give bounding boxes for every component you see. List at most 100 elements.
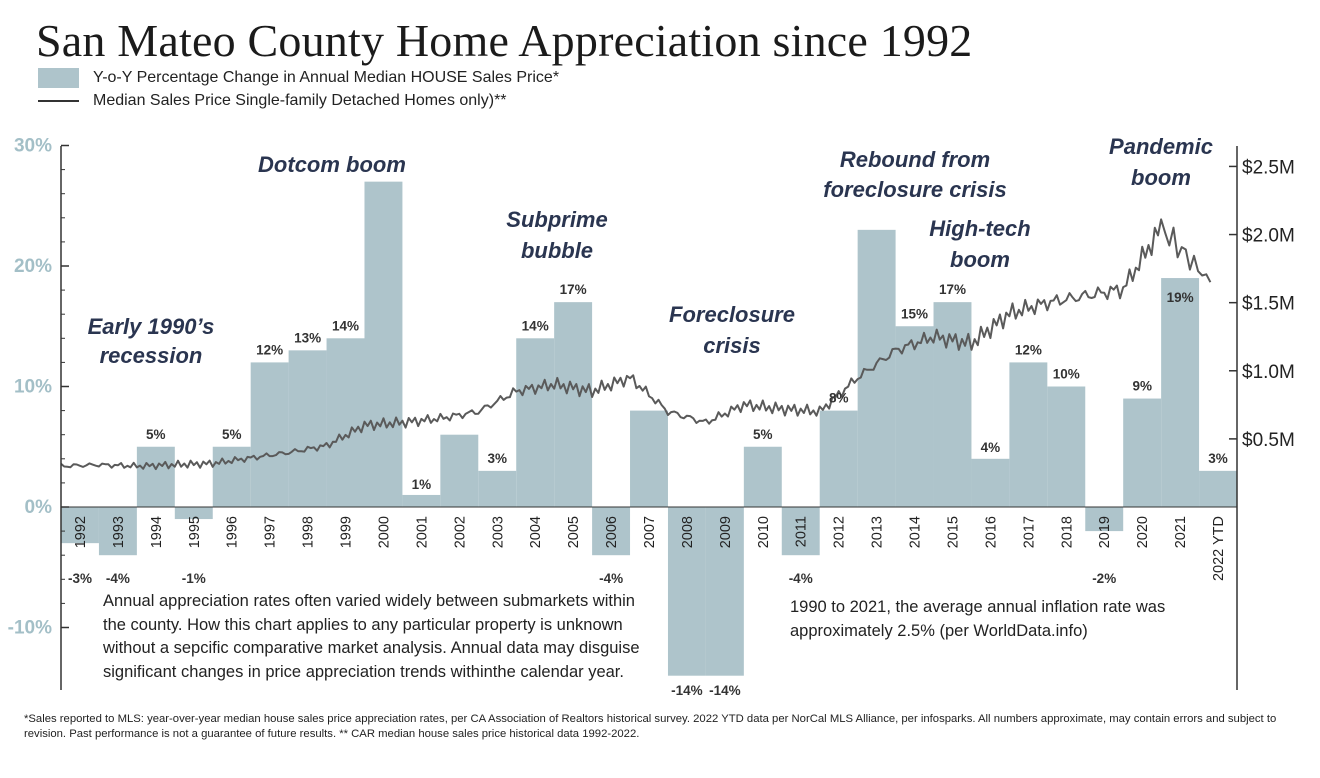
bar-1998 — [288, 350, 327, 507]
value-label-2014: 15% — [901, 306, 928, 321]
bar-2007 — [630, 410, 668, 507]
category-label-2001: 2001 — [414, 516, 430, 548]
bar-2001 — [402, 494, 441, 507]
value-label-2018: 10% — [1053, 367, 1080, 382]
category-label-1998: 1998 — [301, 516, 317, 548]
category-label-1994: 1994 — [149, 516, 165, 548]
value-label-2011: -4% — [789, 571, 813, 586]
annotation-rebound-from-foreclosure-crisis: Rebound from foreclosure crisis — [823, 147, 1006, 202]
median-price-line — [60, 218, 1212, 471]
bar-2014 — [895, 326, 934, 507]
annotation-high-tech-boom: High-tech boom — [929, 216, 1030, 272]
category-label-2008: 2008 — [680, 516, 696, 548]
legend-line-swatch — [38, 100, 79, 102]
bar-2011 — [781, 507, 820, 556]
annotation-line: bubble — [521, 238, 593, 263]
category-label-2022-ytd: 2022 YTD — [1211, 516, 1227, 581]
legend-bar-swatch — [38, 68, 79, 88]
annotation-line: High-tech — [929, 216, 1030, 241]
category-label-2004: 2004 — [528, 516, 544, 548]
right-tick-label-0: $2.5M — [1242, 157, 1295, 178]
value-label-2021: 19% — [1167, 290, 1194, 305]
annotation-line: Pandemic — [1109, 134, 1213, 159]
left-tick-label-1: 20% — [14, 256, 52, 277]
right-tick-label-1: $2.0M — [1242, 226, 1295, 247]
category-label-1993: 1993 — [111, 516, 127, 548]
annotation-early-1990-s-recession: Early 1990’s recession — [88, 314, 215, 368]
left-tick-label-4: -10% — [8, 618, 52, 639]
annotation-line: boom — [1131, 165, 1191, 190]
value-label-2022-ytd: 3% — [1208, 451, 1228, 466]
bar-1992 — [61, 507, 99, 544]
value-label-2003: 3% — [488, 451, 508, 466]
bar-2002 — [440, 434, 479, 507]
category-label-1992: 1992 — [73, 516, 89, 548]
category-label-2021: 2021 — [1173, 516, 1189, 548]
bar-2004 — [516, 338, 555, 507]
bar-2003 — [478, 470, 517, 507]
bar-1994 — [136, 446, 175, 507]
value-label-2012: 8% — [829, 391, 849, 406]
category-label-2000: 2000 — [377, 516, 393, 548]
value-label-1992: -3% — [68, 571, 92, 586]
axes-layer: 30% 20% 10% 0% -10% $2.5M $2.0M $1.5M $1.0M $0.5M — [8, 136, 1295, 690]
value-label-1998: 13% — [294, 330, 321, 345]
annotation-line: foreclosure crisis — [823, 177, 1006, 202]
value-label-2017: 12% — [1015, 342, 1042, 357]
category-label-2013: 2013 — [870, 516, 886, 548]
category-label-2012: 2012 — [832, 516, 848, 548]
annotation-line: Rebound from — [840, 147, 990, 172]
value-label-1994: 5% — [146, 427, 166, 442]
value-label-2001: 1% — [412, 477, 432, 492]
left-tick-label-2: 10% — [14, 377, 52, 398]
value-label-2016: 4% — [981, 440, 1001, 455]
category-label-2009: 2009 — [718, 516, 734, 548]
category-label-2005: 2005 — [566, 516, 582, 548]
annotation-line: Early 1990’s — [88, 314, 215, 339]
category-label-2020: 2020 — [1135, 516, 1151, 548]
bar-2005 — [554, 302, 593, 507]
annotation-subprime-bubble: Subprime bubble — [506, 207, 607, 263]
right-tick-label-2: $1.5M — [1242, 294, 1295, 315]
annotation-line: Foreclosure — [669, 302, 795, 327]
labels-layer: -3% 1992 -4% 1993 5% 1994 -1% 1995 5% 1996 12% 1997… — [68, 282, 1228, 698]
chart-title: San Mateo County Home Appreciation since… — [36, 15, 973, 66]
value-label-2006: -4% — [599, 571, 623, 586]
category-label-2019: 2019 — [1097, 516, 1113, 548]
legend-bar-label: Y-o-Y Percentage Change in Annual Median… — [93, 69, 560, 86]
bar-2020 — [1123, 398, 1162, 507]
value-label-1996: 5% — [222, 427, 242, 442]
value-label-2008: -14% — [671, 683, 703, 698]
bar-2008 — [667, 507, 706, 676]
right-tick-label-3: $1.0M — [1242, 362, 1295, 383]
annotation-pandemic-boom: Pandemic boom — [1109, 134, 1213, 190]
annotation-line: Subprime — [506, 207, 607, 232]
annotation-line: boom — [950, 247, 1010, 272]
bar-2015 — [933, 302, 972, 507]
bar-2006 — [592, 507, 631, 556]
bar-2009 — [705, 507, 744, 676]
category-label-2018: 2018 — [1059, 516, 1075, 548]
category-label-2007: 2007 — [642, 516, 658, 548]
value-label-2019: -2% — [1092, 571, 1116, 586]
category-label-2003: 2003 — [490, 516, 506, 548]
annotations-layer: Early 1990’s recession Dotcom boom Subprime… — [88, 134, 1213, 368]
annotation-dotcom-boom: Dotcom boom — [258, 152, 406, 177]
value-label-2020: 9% — [1132, 379, 1152, 394]
footnote: *Sales reported to MLS: year-over-year m… — [24, 713, 1277, 740]
legend-line-entry: Median Sales Price Single-family Detache… — [38, 92, 507, 110]
category-label-1996: 1996 — [225, 516, 241, 548]
value-label-2015: 17% — [939, 282, 966, 297]
left-tick-label-0: 30% — [14, 136, 52, 157]
bar-2022-ytd — [1199, 470, 1237, 507]
value-label-1995: -1% — [182, 571, 206, 586]
note-inflation: 1990 to 2021, the average annual inflati… — [790, 598, 1166, 640]
value-label-2004: 14% — [522, 318, 549, 333]
bar-1999 — [326, 338, 365, 507]
value-label-1999: 14% — [332, 318, 359, 333]
category-label-2016: 2016 — [983, 516, 999, 548]
value-label-2005: 17% — [560, 282, 587, 297]
category-label-2010: 2010 — [756, 516, 772, 548]
value-label-2009: -14% — [709, 683, 741, 698]
